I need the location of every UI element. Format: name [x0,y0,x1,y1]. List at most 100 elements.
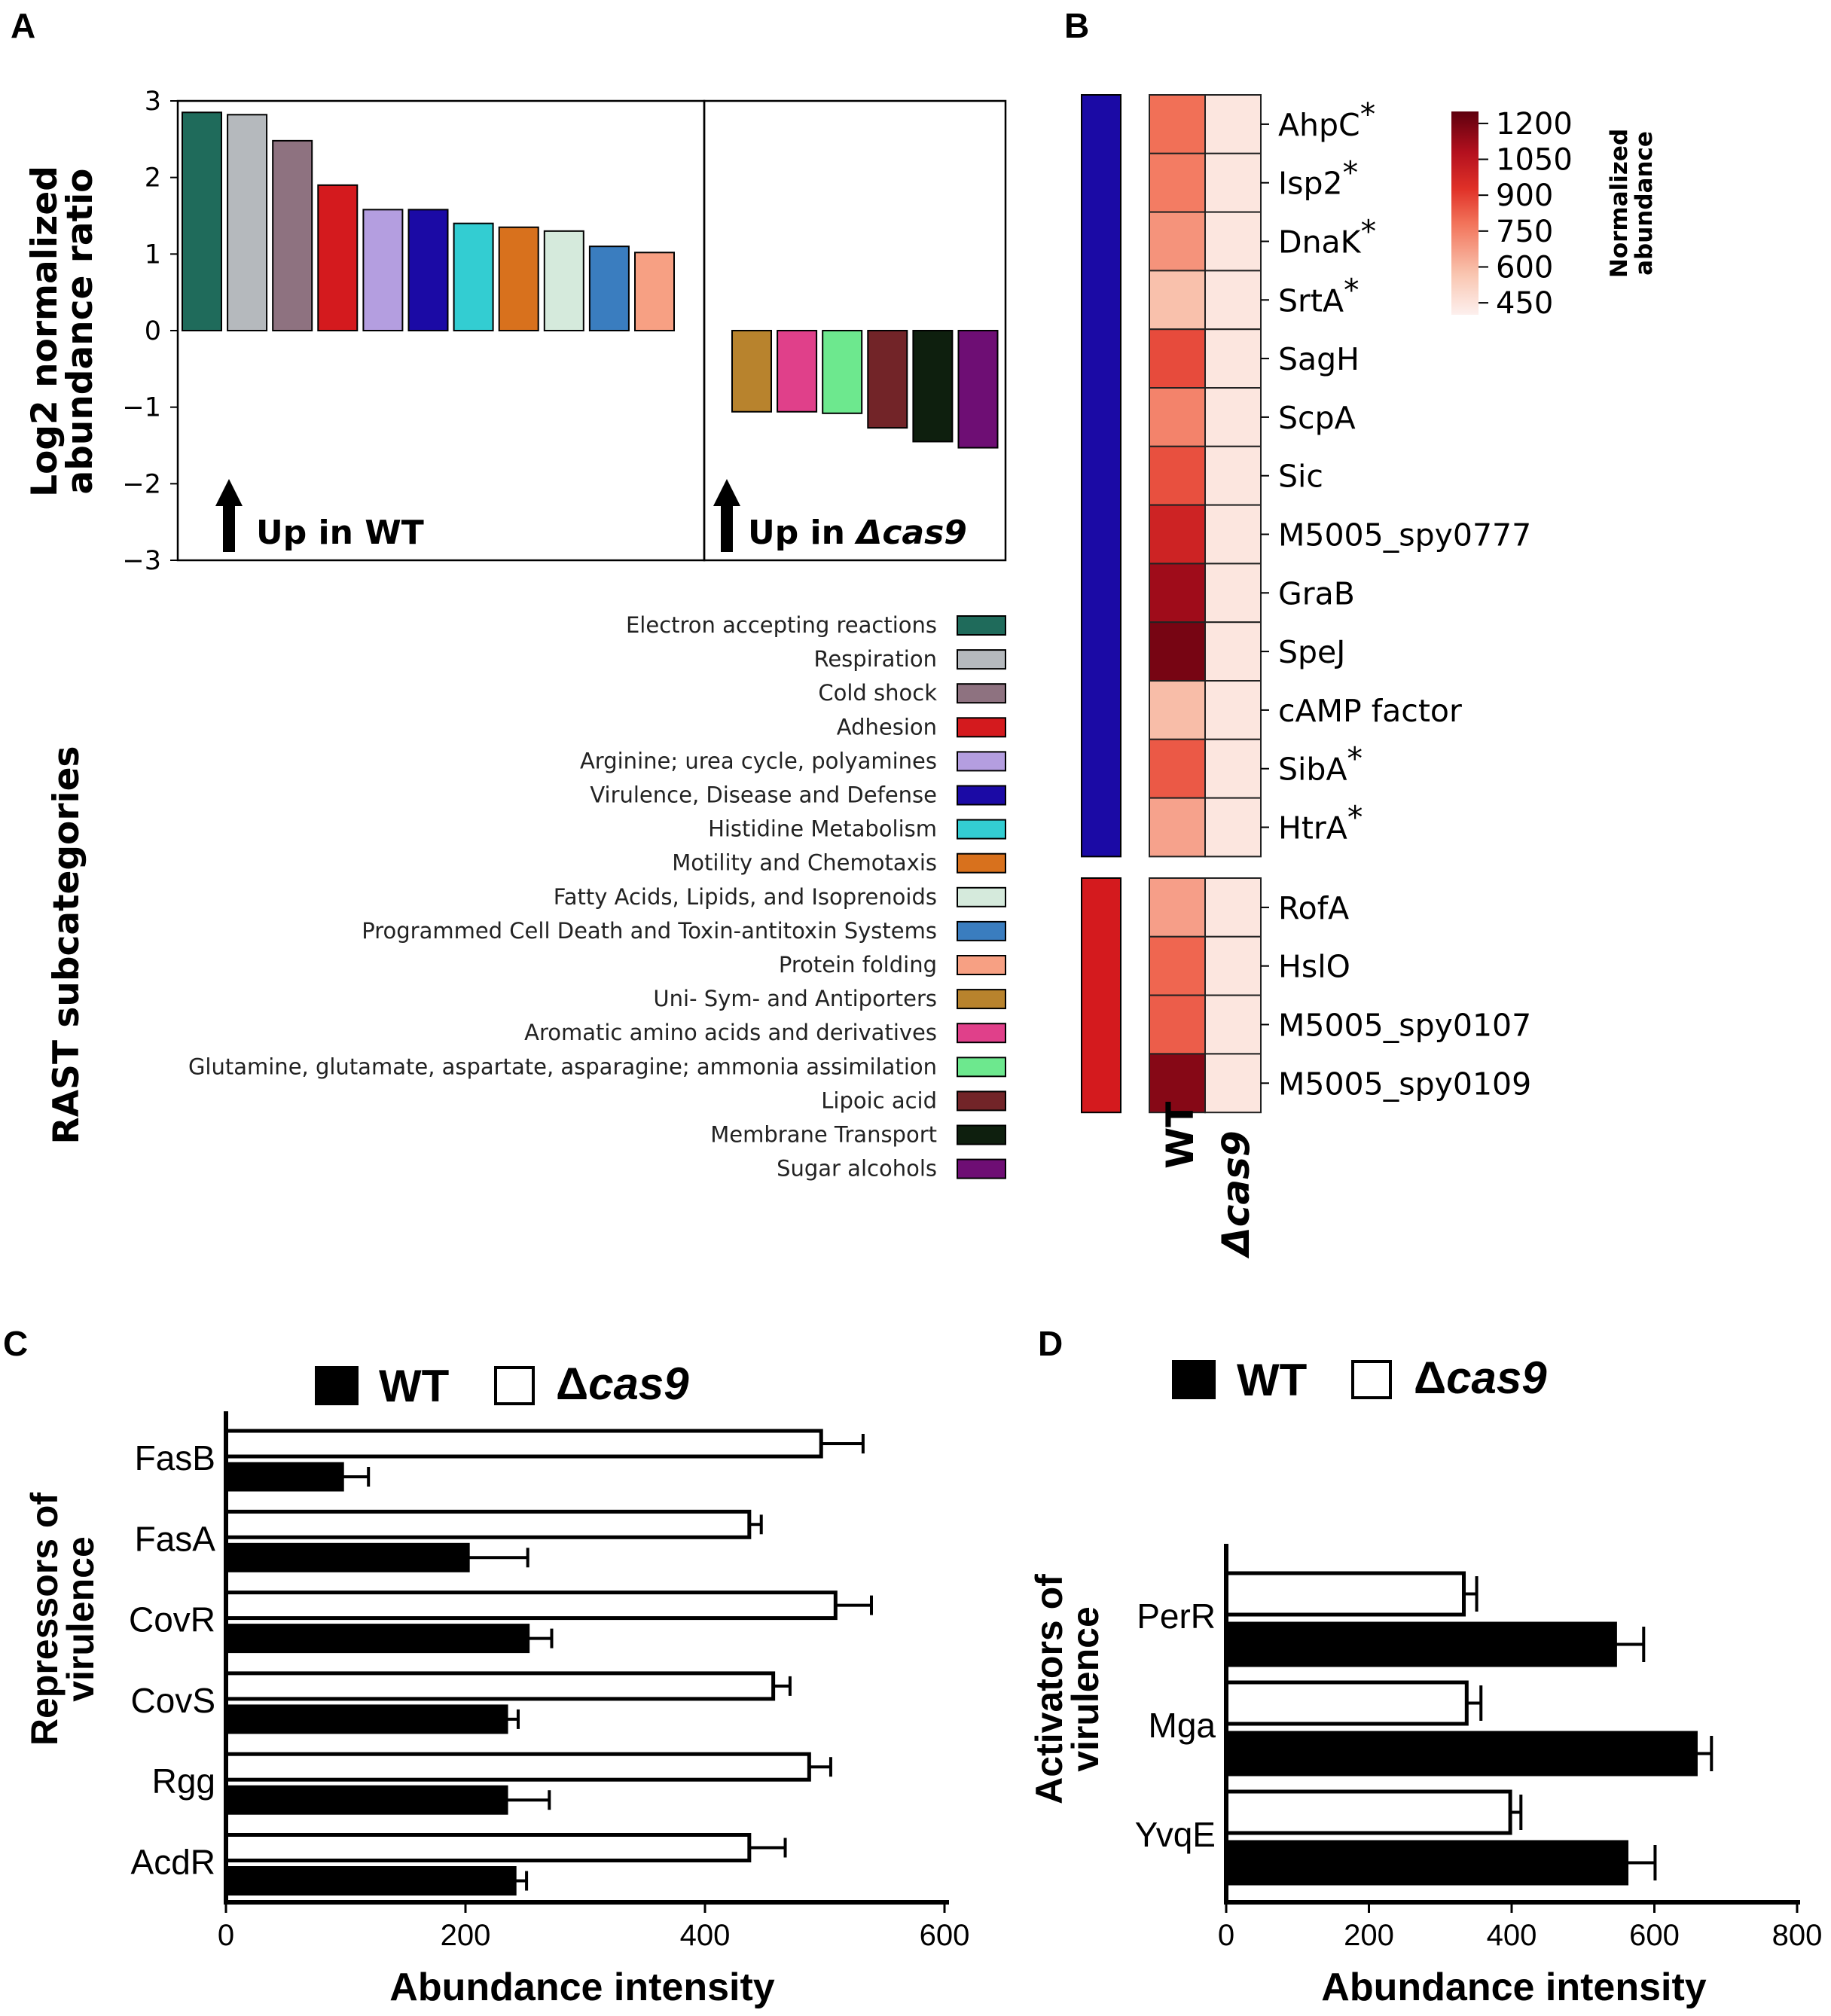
colorbar-tick-label: 450 [1496,286,1553,321]
heatmap-cell-cas9 [1204,94,1262,154]
panel-a-bar [453,222,494,331]
heatmap-row-label: HslO [1278,949,1350,985]
panel-a-bar [543,230,584,332]
panel-a-ylabel-line2: abundance ratio [60,169,101,495]
xtick-label: 0 [218,1919,234,1952]
bar-wt [224,1624,530,1654]
legend-entry-label: Lipoic acid [821,1087,937,1113]
legend-entry-swatch [957,989,1006,1010]
panel-label-a: A [11,6,35,45]
legend-entry-label: Respiration [813,646,937,672]
legend-entry-swatch [957,920,1006,941]
bar-cas9 [224,1591,838,1621]
xtick-label: 600 [1629,1919,1680,1952]
heatmap-column-cas9: Δcas9 [1214,1130,1258,1259]
xtick-label: 400 [1487,1919,1537,1952]
category-label: FasA [135,1519,216,1558]
legend-entry-label: Histidine Metabolism [708,816,937,842]
legend-entry-label: Aromatic amino acids and derivatives [524,1020,937,1045]
panel-a-bar [498,226,539,331]
panel-a-ylabel-line1: Log2 normalized [24,166,66,497]
heatmap-row-label: M5005_spy0777 [1278,517,1531,554]
panel-a-bar [912,330,954,443]
heatmap-row-label: SibA* [1278,741,1363,788]
heatmap-cell-wt [1149,621,1206,682]
heatmap-row-label: SpeJ [1278,634,1345,670]
bar-wt [224,1542,470,1572]
legend-entry-swatch [957,785,1006,806]
heatmap-row-label: AhpC* [1278,96,1375,143]
legend-entry-swatch [957,852,1006,874]
xtick-label: 600 [920,1919,970,1952]
legend-c-cas9-swatch [494,1366,535,1405]
legend-entry-swatch [957,1090,1006,1112]
heatmap-cell-cas9 [1204,387,1262,447]
category-label: Rgg [152,1761,215,1801]
xtick-label: 400 [680,1919,731,1952]
legend-entry-label: Glutamine, glutamate, aspartate, asparag… [188,1054,937,1079]
legend-entry-swatch [957,1023,1006,1044]
heatmap-row-label: M5005_spy0107 [1278,1008,1531,1044]
heatmap-row-label: SrtA* [1278,272,1360,319]
legend-entry-label: Electron accepting reactions [626,612,937,638]
arrow-up-in-cas9 [713,479,740,552]
legend-entry-swatch [957,1124,1006,1145]
heatmap-group-bar [1081,877,1121,1114]
legend-entry-swatch [957,683,1006,704]
legend-c-wt-label: WT [379,1361,449,1411]
heatmap-cell-cas9 [1204,797,1262,858]
panel-c-ylabel-line2: virulence [60,1536,102,1702]
heatmap-row-label: DnaK* [1278,214,1376,261]
panel-a-ytick-label: 0 [145,316,161,346]
arrow-up-in-wt [215,479,243,552]
legend-entry-label: Fatty Acids, Lipids, and Isoprenoids [554,884,937,910]
bar-cas9 [224,1752,811,1782]
heatmap-cell-wt [1149,994,1206,1055]
legend-title: RAST subcategories [46,746,87,1145]
legend-d-wt-label: WT [1237,1355,1307,1405]
panel-label-d: D [1038,1324,1063,1363]
heatmap-cell-cas9 [1204,1053,1262,1114]
panel-a-ytick-label: 2 [145,163,161,194]
label-up-in-cas9: Up in Δcas9 [748,514,967,552]
heatmap-row-label: cAMP factor [1278,693,1462,729]
category-label: CovR [129,1600,215,1639]
bar-wt [224,1704,508,1734]
heatmap-cell-cas9 [1204,877,1262,938]
colorbar-tick-label: 1050 [1496,143,1573,178]
panel-c-xlabel: Abundance intensity [389,1966,774,2009]
panel-a-bar [777,330,818,413]
heatmap-cell-wt [1149,270,1206,331]
colorbar-tick-label: 600 [1496,250,1553,285]
heatmap-cell-cas9 [1204,563,1262,624]
legend-entry-label: Sugar alcohols [777,1156,937,1182]
panel-d-xlabel: Abundance intensity [1321,1966,1706,2009]
heatmap-row-label: M5005_spy0109 [1278,1066,1531,1102]
heatmap-cell-wt [1149,797,1206,858]
bar-wt [224,1866,517,1896]
panel-a-bar [867,330,908,429]
bar-cas9 [224,1509,752,1539]
panel-d-ylabel-line1: Activators of [1028,1574,1070,1804]
panel-a-bar [731,330,772,413]
panel-c-hbar-chart: WT Δcas9 Repressors of virulence FasB Fas… [23,1359,969,2009]
bar-cas9 [1224,1680,1469,1726]
panel-d-hbar-chart: WT Δcas9 Activators of virulence PerR Mga… [1028,1353,1822,2009]
category-label: PerR [1137,1597,1216,1636]
heatmap-row-label: HtrA* [1278,800,1363,846]
panel-a-ytick-label: −2 [122,469,161,499]
colorbar-label-line2: abundance [1631,131,1658,276]
heatmap-cell-wt [1149,387,1206,447]
panel-a-bar [407,209,449,331]
colorbar [1451,111,1479,315]
heatmap-cell-wt [1149,152,1206,213]
colorbar-tick-label: 1200 [1496,107,1573,142]
panel-a-bar [822,330,863,414]
heatmap-cell-wt [1149,94,1206,154]
bar-cas9 [1224,1789,1512,1835]
legend-entry-label: Uni- Sym- and Antiporters [653,986,937,1011]
heatmap-cell-cas9 [1204,328,1262,389]
panel-a-bar [182,111,222,331]
legend-d-cas9-swatch [1351,1360,1392,1399]
heatmap-row-label: Sic [1278,459,1323,495]
